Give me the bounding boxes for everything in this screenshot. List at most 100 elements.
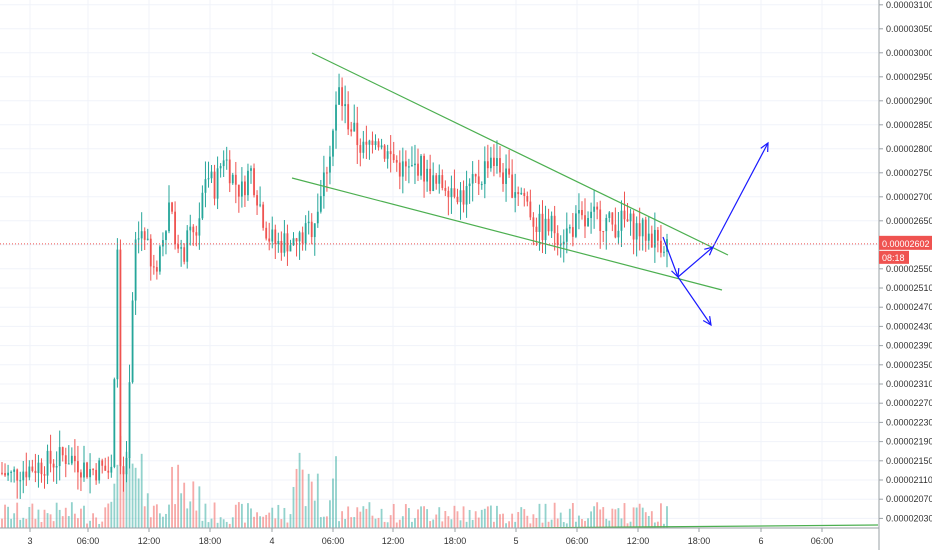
volume-bar [429,521,432,528]
candle-body [553,215,556,234]
candle-body [259,204,262,206]
candle-body [380,145,383,148]
volume-bar [468,509,471,528]
candle-body [204,179,207,193]
volume-bar [514,521,517,528]
price-axis-label: 0.00002850 [886,120,932,130]
projection-arrow-up[interactable] [677,246,714,278]
candle-body [565,228,568,242]
countdown-label: 08:18 [882,253,905,263]
candle-body [356,122,359,146]
volume-bar [247,503,249,528]
candle-body [304,223,307,244]
price-axis-label: 0.00003100 [886,0,932,10]
candle-body [578,210,580,214]
volume-bar [298,452,301,528]
candle-body [444,187,447,191]
volume-bar [301,469,304,528]
volume-bar [444,510,447,528]
volume-bar [620,518,623,528]
wedge-lower-trendline[interactable] [291,177,723,291]
candle-body [146,238,149,240]
candle-body [95,469,98,481]
candle-body [532,217,535,227]
candle-body [517,192,520,195]
candle-body [562,241,565,245]
wedge-upper-trendline[interactable] [311,52,729,256]
candle-body [89,469,91,478]
candle-body [493,157,495,166]
volume-bar [505,523,507,528]
volume-bar [271,507,274,528]
candle-body [459,190,462,203]
volume-bar [259,516,262,528]
candle-body [368,140,371,145]
candle-body [350,129,353,132]
volume-bar [590,511,592,528]
candle-body [341,87,344,107]
volume-bar [489,505,492,528]
candle-body [423,155,425,182]
candle-body [435,175,438,184]
volume-bar [335,456,337,528]
volume-bar [67,516,70,528]
candle-body [407,166,410,168]
candle-body [13,469,16,472]
volume-bar [562,522,565,528]
candle-body [98,460,101,481]
time-axis-label: 06:00 [322,536,345,546]
volume-bar [559,512,562,528]
candle-body [502,172,504,184]
last-price-badge [879,235,932,250]
volume-bar [180,493,183,528]
volume-bar [146,493,149,528]
volume-bar [122,471,125,528]
candle-body [529,201,532,218]
projection-arrow-breakout[interactable] [712,142,769,248]
volume-bar [477,517,480,528]
candle-body [635,223,638,240]
candle-body [186,230,189,262]
volume-bar [7,506,9,528]
candle-body [70,455,73,464]
candle-body [137,238,140,240]
candle-body [641,219,644,237]
volume-bar [578,515,580,528]
volume-bar [25,518,28,528]
time-axis-label: 12:00 [138,536,161,546]
volume-bar [64,507,67,528]
candle-body [544,218,547,241]
volume-bar [292,486,295,528]
candle-body [453,188,456,197]
candle-body [608,212,611,218]
projection-arrow-down[interactable] [662,236,679,278]
volume-bar [423,506,425,528]
candle-body [34,470,37,474]
time-axis-label: 18:00 [444,536,467,546]
volume-bar [605,518,608,528]
volume-bar [395,522,398,528]
candle-body [447,190,450,198]
candle-body [125,458,128,475]
volume-bar [344,518,347,528]
volume-bar [277,504,280,528]
candle-body [617,230,620,238]
candle-body [395,160,398,163]
volume-bar [110,501,113,528]
volume-bar [107,503,110,528]
volume-bar [474,511,477,528]
candle-body [152,266,155,268]
candle-body [92,469,95,471]
volume-bar [438,507,441,528]
volume-bar [262,516,265,528]
candle-body [556,233,559,246]
volume-bar [377,517,380,528]
volume-bar [240,503,243,528]
candle-body [231,174,234,184]
candle-body [374,141,377,146]
candle-body [37,462,40,474]
projection-arrow-breakdown[interactable] [677,276,712,326]
volume-bar [341,511,344,528]
